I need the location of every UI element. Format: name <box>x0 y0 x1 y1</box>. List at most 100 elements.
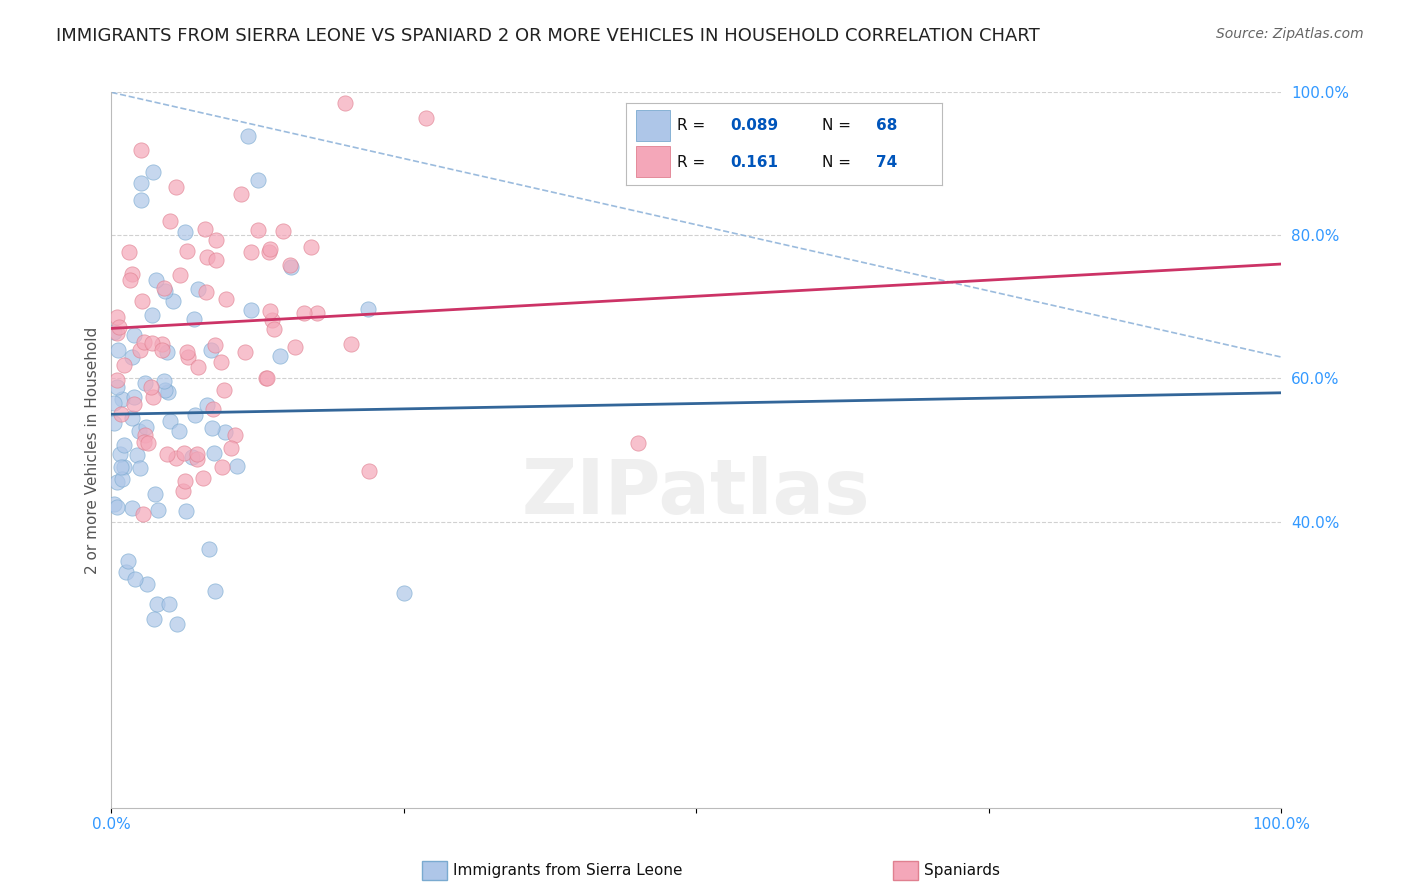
Point <box>200 343 222 357</box>
Point <box>299 240 322 254</box>
Point <box>105 500 128 515</box>
Point <box>194 222 217 236</box>
Point <box>205 253 228 268</box>
Point <box>269 349 291 363</box>
Point <box>219 441 242 455</box>
Point <box>236 128 259 143</box>
Point <box>177 350 200 364</box>
Point <box>103 396 125 410</box>
Point <box>627 435 650 450</box>
Point <box>110 459 132 474</box>
Point <box>105 373 128 387</box>
Point <box>284 340 307 354</box>
Point <box>150 336 173 351</box>
Point <box>204 584 226 599</box>
Point <box>118 273 141 287</box>
Point <box>357 302 380 317</box>
Point <box>134 376 156 391</box>
Point <box>111 392 134 407</box>
Point <box>166 616 188 631</box>
Point <box>156 447 179 461</box>
Point <box>214 425 236 439</box>
Point <box>156 384 179 399</box>
Point <box>136 436 159 450</box>
Point <box>263 322 285 336</box>
Point <box>122 327 145 342</box>
Point <box>211 459 233 474</box>
Point <box>131 293 153 308</box>
Point <box>257 245 280 260</box>
Point <box>392 586 415 600</box>
Point <box>132 507 155 521</box>
Point <box>167 424 190 438</box>
Point <box>142 165 165 179</box>
Point <box>183 311 205 326</box>
Point <box>128 425 150 439</box>
Point <box>246 173 269 187</box>
Point <box>240 303 263 318</box>
Point <box>256 371 278 385</box>
Point <box>340 336 363 351</box>
Point <box>202 446 225 460</box>
Text: Spaniards: Spaniards <box>924 863 1000 878</box>
Point <box>124 390 146 404</box>
Point <box>176 244 198 259</box>
Point <box>259 303 281 318</box>
Point <box>105 380 128 394</box>
Point <box>172 484 194 499</box>
Point <box>181 450 204 465</box>
Point <box>215 292 238 306</box>
Point <box>124 572 146 586</box>
Point <box>122 397 145 411</box>
Point <box>105 326 128 340</box>
Text: IMMIGRANTS FROM SIERRA LEONE VS SPANIARD 2 OR MORE VEHICLES IN HOUSEHOLD CORRELA: IMMIGRANTS FROM SIERRA LEONE VS SPANIARD… <box>56 27 1040 45</box>
Point <box>103 497 125 511</box>
Point <box>292 306 315 320</box>
Point <box>134 427 156 442</box>
Point <box>174 504 197 518</box>
Point <box>166 451 188 466</box>
Point <box>187 282 209 296</box>
Point <box>121 411 143 425</box>
Point <box>153 281 176 295</box>
Point <box>112 459 135 474</box>
Point <box>335 96 357 111</box>
Point <box>184 409 207 423</box>
Point <box>198 541 221 556</box>
Point <box>165 179 187 194</box>
Point <box>114 358 136 372</box>
Point <box>132 335 155 350</box>
Point <box>105 310 128 324</box>
Point <box>193 471 215 485</box>
Point <box>105 475 128 489</box>
Point <box>214 383 236 397</box>
Point <box>128 461 150 475</box>
Point <box>103 416 125 430</box>
Point <box>153 284 176 298</box>
Point <box>159 414 181 428</box>
Point <box>195 398 218 412</box>
Point <box>156 345 179 359</box>
Point <box>121 500 143 515</box>
Point <box>280 260 302 275</box>
Point <box>153 383 176 397</box>
Point <box>139 380 162 394</box>
Point <box>141 308 163 322</box>
Point <box>233 344 256 359</box>
Point <box>142 612 165 626</box>
Text: ZIPatlas: ZIPatlas <box>522 456 870 530</box>
Point <box>110 447 132 461</box>
Point <box>229 187 252 202</box>
Point <box>145 273 167 287</box>
Point <box>146 597 169 611</box>
Point <box>129 143 152 157</box>
Point <box>112 438 135 452</box>
Point <box>107 320 129 334</box>
Point <box>195 250 218 264</box>
Point <box>194 285 217 300</box>
Point <box>187 359 209 374</box>
Point <box>129 193 152 207</box>
Point <box>115 565 138 579</box>
Point <box>173 226 195 240</box>
Point <box>103 325 125 339</box>
